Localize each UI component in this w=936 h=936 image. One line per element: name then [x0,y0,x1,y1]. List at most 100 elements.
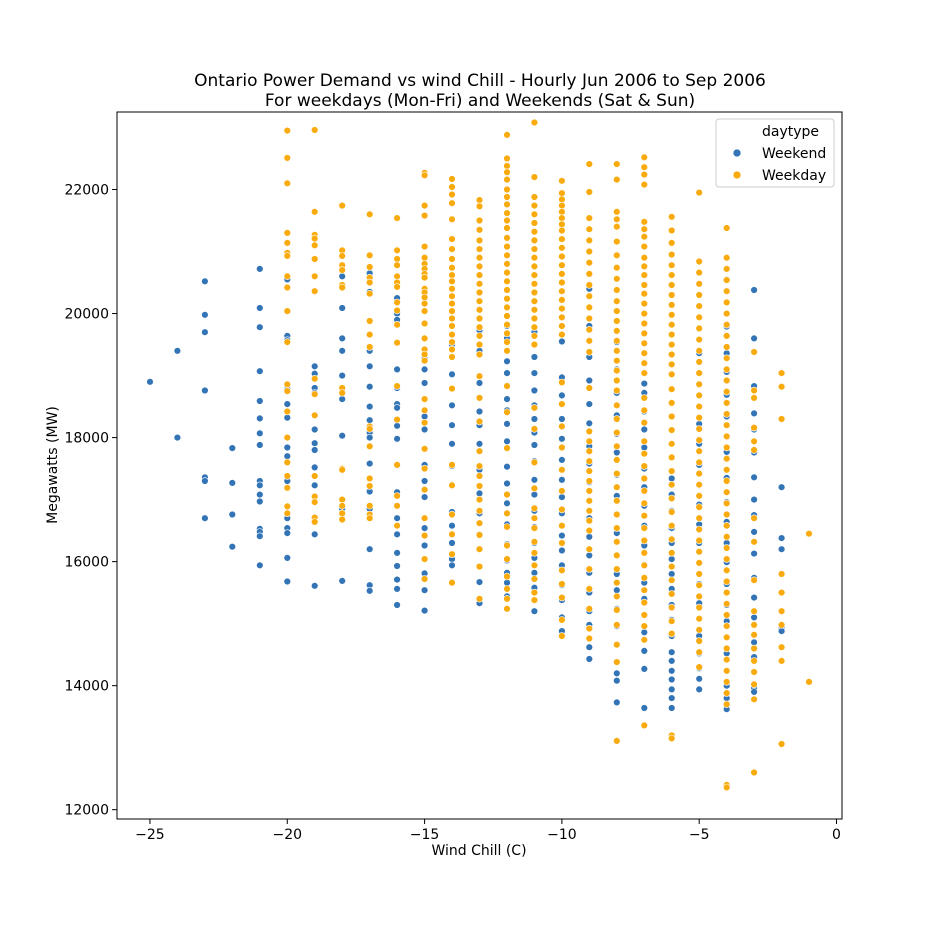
scatter-point [640,290,648,298]
scatter-point [640,359,648,367]
scatter-point [393,435,401,443]
scatter-point [722,477,731,485]
scatter-point [283,458,291,467]
scatter-point [503,572,511,581]
scatter-point [722,678,731,686]
scatter-point [558,226,566,235]
scatter-point [558,476,566,484]
scatter-point [640,721,648,730]
scatter-point [667,261,676,269]
scatter-point [585,545,593,553]
scatter-point [640,309,648,318]
scatter-point [338,389,346,397]
scatter-point [420,606,429,615]
scatter-point [256,497,264,506]
scatter-point [503,224,511,232]
scatter-point [667,301,676,309]
scatter-point [448,401,456,409]
scatter-point [777,607,786,615]
scatter-point [393,461,401,469]
scatter-point [283,283,291,292]
scatter-point [640,499,648,507]
scatter-point [256,323,264,331]
scatter-point [503,175,511,184]
scatter-point [420,171,429,180]
scatter-point [503,555,511,563]
scatter-point [722,499,731,507]
scatter-point [283,577,291,586]
scatter-point [667,675,676,684]
scatter-point [640,425,648,434]
scatter-point [311,287,319,295]
scatter-point [585,507,593,515]
scatter-point [448,370,456,378]
scatter-point [420,334,429,343]
scatter-point [475,562,484,571]
scatter-point [283,407,291,416]
scatter-point [530,314,539,323]
scatter-point [667,508,676,516]
scatter-point [750,621,758,629]
scatter-point [667,370,676,378]
scatter-point [640,536,648,545]
scatter-point [613,428,621,437]
scatter-point [283,452,291,460]
scatter-point [366,362,374,370]
scatter-point [667,562,676,571]
scatter-point [613,551,621,560]
scatter-point [613,386,621,395]
scatter-point [640,254,648,262]
scatter-point [448,481,456,489]
scatter-point [585,477,593,485]
scatter-point [695,614,703,623]
scatter-point [311,463,319,472]
scatter-point [805,529,813,538]
scatter-point [366,290,374,298]
scatter-point [558,400,566,408]
scatter-point [667,281,676,289]
scatter-point [640,233,648,241]
scatter-point [585,551,593,560]
scatter-point [558,322,566,330]
scatter-point [503,168,511,176]
scatter-point [695,268,703,277]
scatter-point [393,585,401,593]
scatter-point [283,502,291,511]
scatter-point [448,307,456,315]
scatter-point [613,160,621,168]
scatter-point [475,226,484,234]
scatter-point [530,297,539,305]
scatter-point [667,453,676,462]
scatter-point [750,644,758,653]
scatter-point [558,391,566,400]
scatter-point [667,570,676,578]
scatter-point [530,596,539,604]
scatter-point [448,277,456,285]
scatter-point [475,323,484,331]
scatter-point [420,464,429,473]
scatter-point [420,211,429,220]
scatter-point [393,365,401,374]
scatter-point [530,575,539,583]
scatter-point [558,208,566,216]
scatter-point [283,229,291,237]
scatter-point [722,466,731,474]
scatter-point [695,436,703,444]
scatter-point [722,388,731,396]
scatter-point [640,170,648,179]
scatter-point [503,268,511,277]
scatter-point [366,442,374,450]
scatter-point [420,293,429,302]
scatter-point [722,622,731,630]
scatter-point [695,547,703,556]
scatter-point [338,515,346,524]
scatter-point [503,437,511,445]
scatter-point [448,384,456,393]
scatter-point [558,466,566,474]
scatter-point [338,577,346,585]
scatter-point [530,561,539,569]
scatter-point [667,250,676,259]
scatter-point [503,286,511,294]
scatter-point [283,239,291,247]
scatter-point [722,577,731,586]
